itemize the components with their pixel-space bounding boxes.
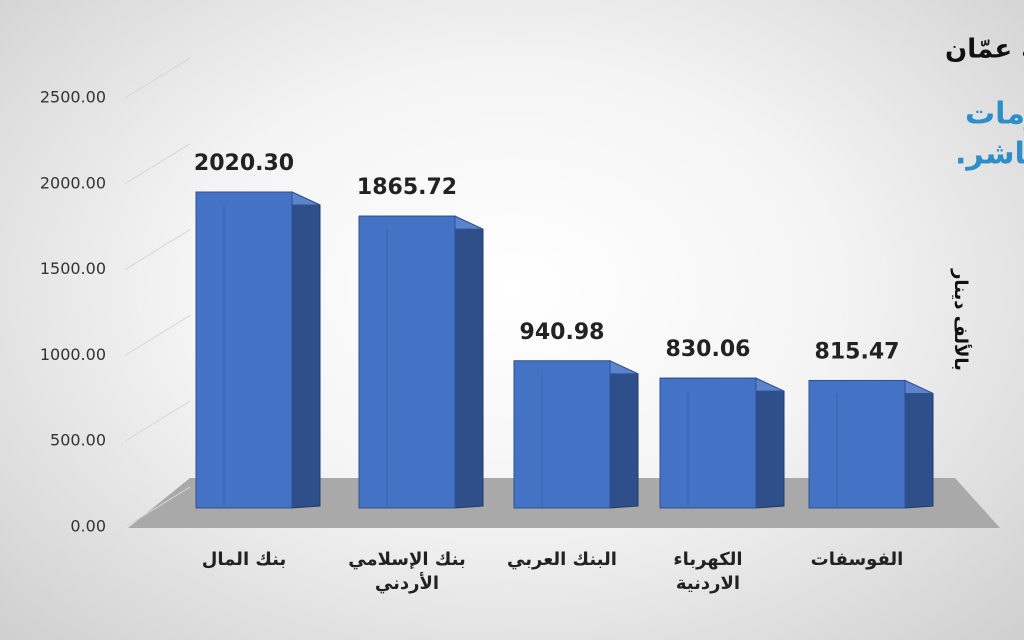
x-tick-label: الفوسفات: [810, 549, 904, 570]
y-tick-label: 1500.00: [40, 259, 106, 278]
bar: [358, 215, 456, 509]
bar: [659, 377, 757, 509]
grid-line: [124, 143, 191, 185]
bar-side: [291, 191, 321, 509]
bar: [808, 379, 906, 509]
bar: [195, 191, 293, 509]
value-label: 940.98: [520, 320, 605, 345]
x-tick-label: بنك الإسلامي الأردني: [348, 549, 466, 594]
grid-line: [124, 314, 191, 356]
grid-line: [124, 229, 191, 271]
bar-side: [609, 360, 639, 509]
chart-title: أنشط 5 أسهم قيمةً ببورصة عمّان: [945, 32, 1024, 65]
y-tick-label: 2000.00: [40, 173, 106, 192]
x-tick-label: الكهرباء الاردنية: [673, 549, 743, 594]
y-tick-label: 500.00: [50, 431, 106, 450]
bar-side: [755, 377, 785, 509]
grid-line: [124, 57, 191, 99]
x-tick-label: البنك العربي: [507, 549, 617, 570]
logo-line: معلومات: [965, 97, 1024, 132]
y-tick-label: 2500.00: [40, 88, 106, 107]
grid-line: [124, 400, 191, 442]
logo-line: مباشر.: [955, 137, 1024, 172]
bar-side: [454, 215, 484, 509]
value-label: 2020.30: [194, 151, 294, 176]
y-axis-label: بالألف دينار: [950, 268, 972, 371]
bar: [513, 360, 611, 509]
y-tick-label: 1000.00: [40, 345, 106, 364]
x-tick-label: بنك المال: [201, 549, 287, 570]
value-label: 1865.72: [357, 175, 457, 200]
value-label: 830.06: [666, 337, 751, 362]
grid-line: [124, 486, 191, 528]
y-tick-label: 0.00: [70, 517, 106, 536]
bar-side: [904, 379, 934, 509]
value-label: 815.47: [815, 339, 900, 364]
